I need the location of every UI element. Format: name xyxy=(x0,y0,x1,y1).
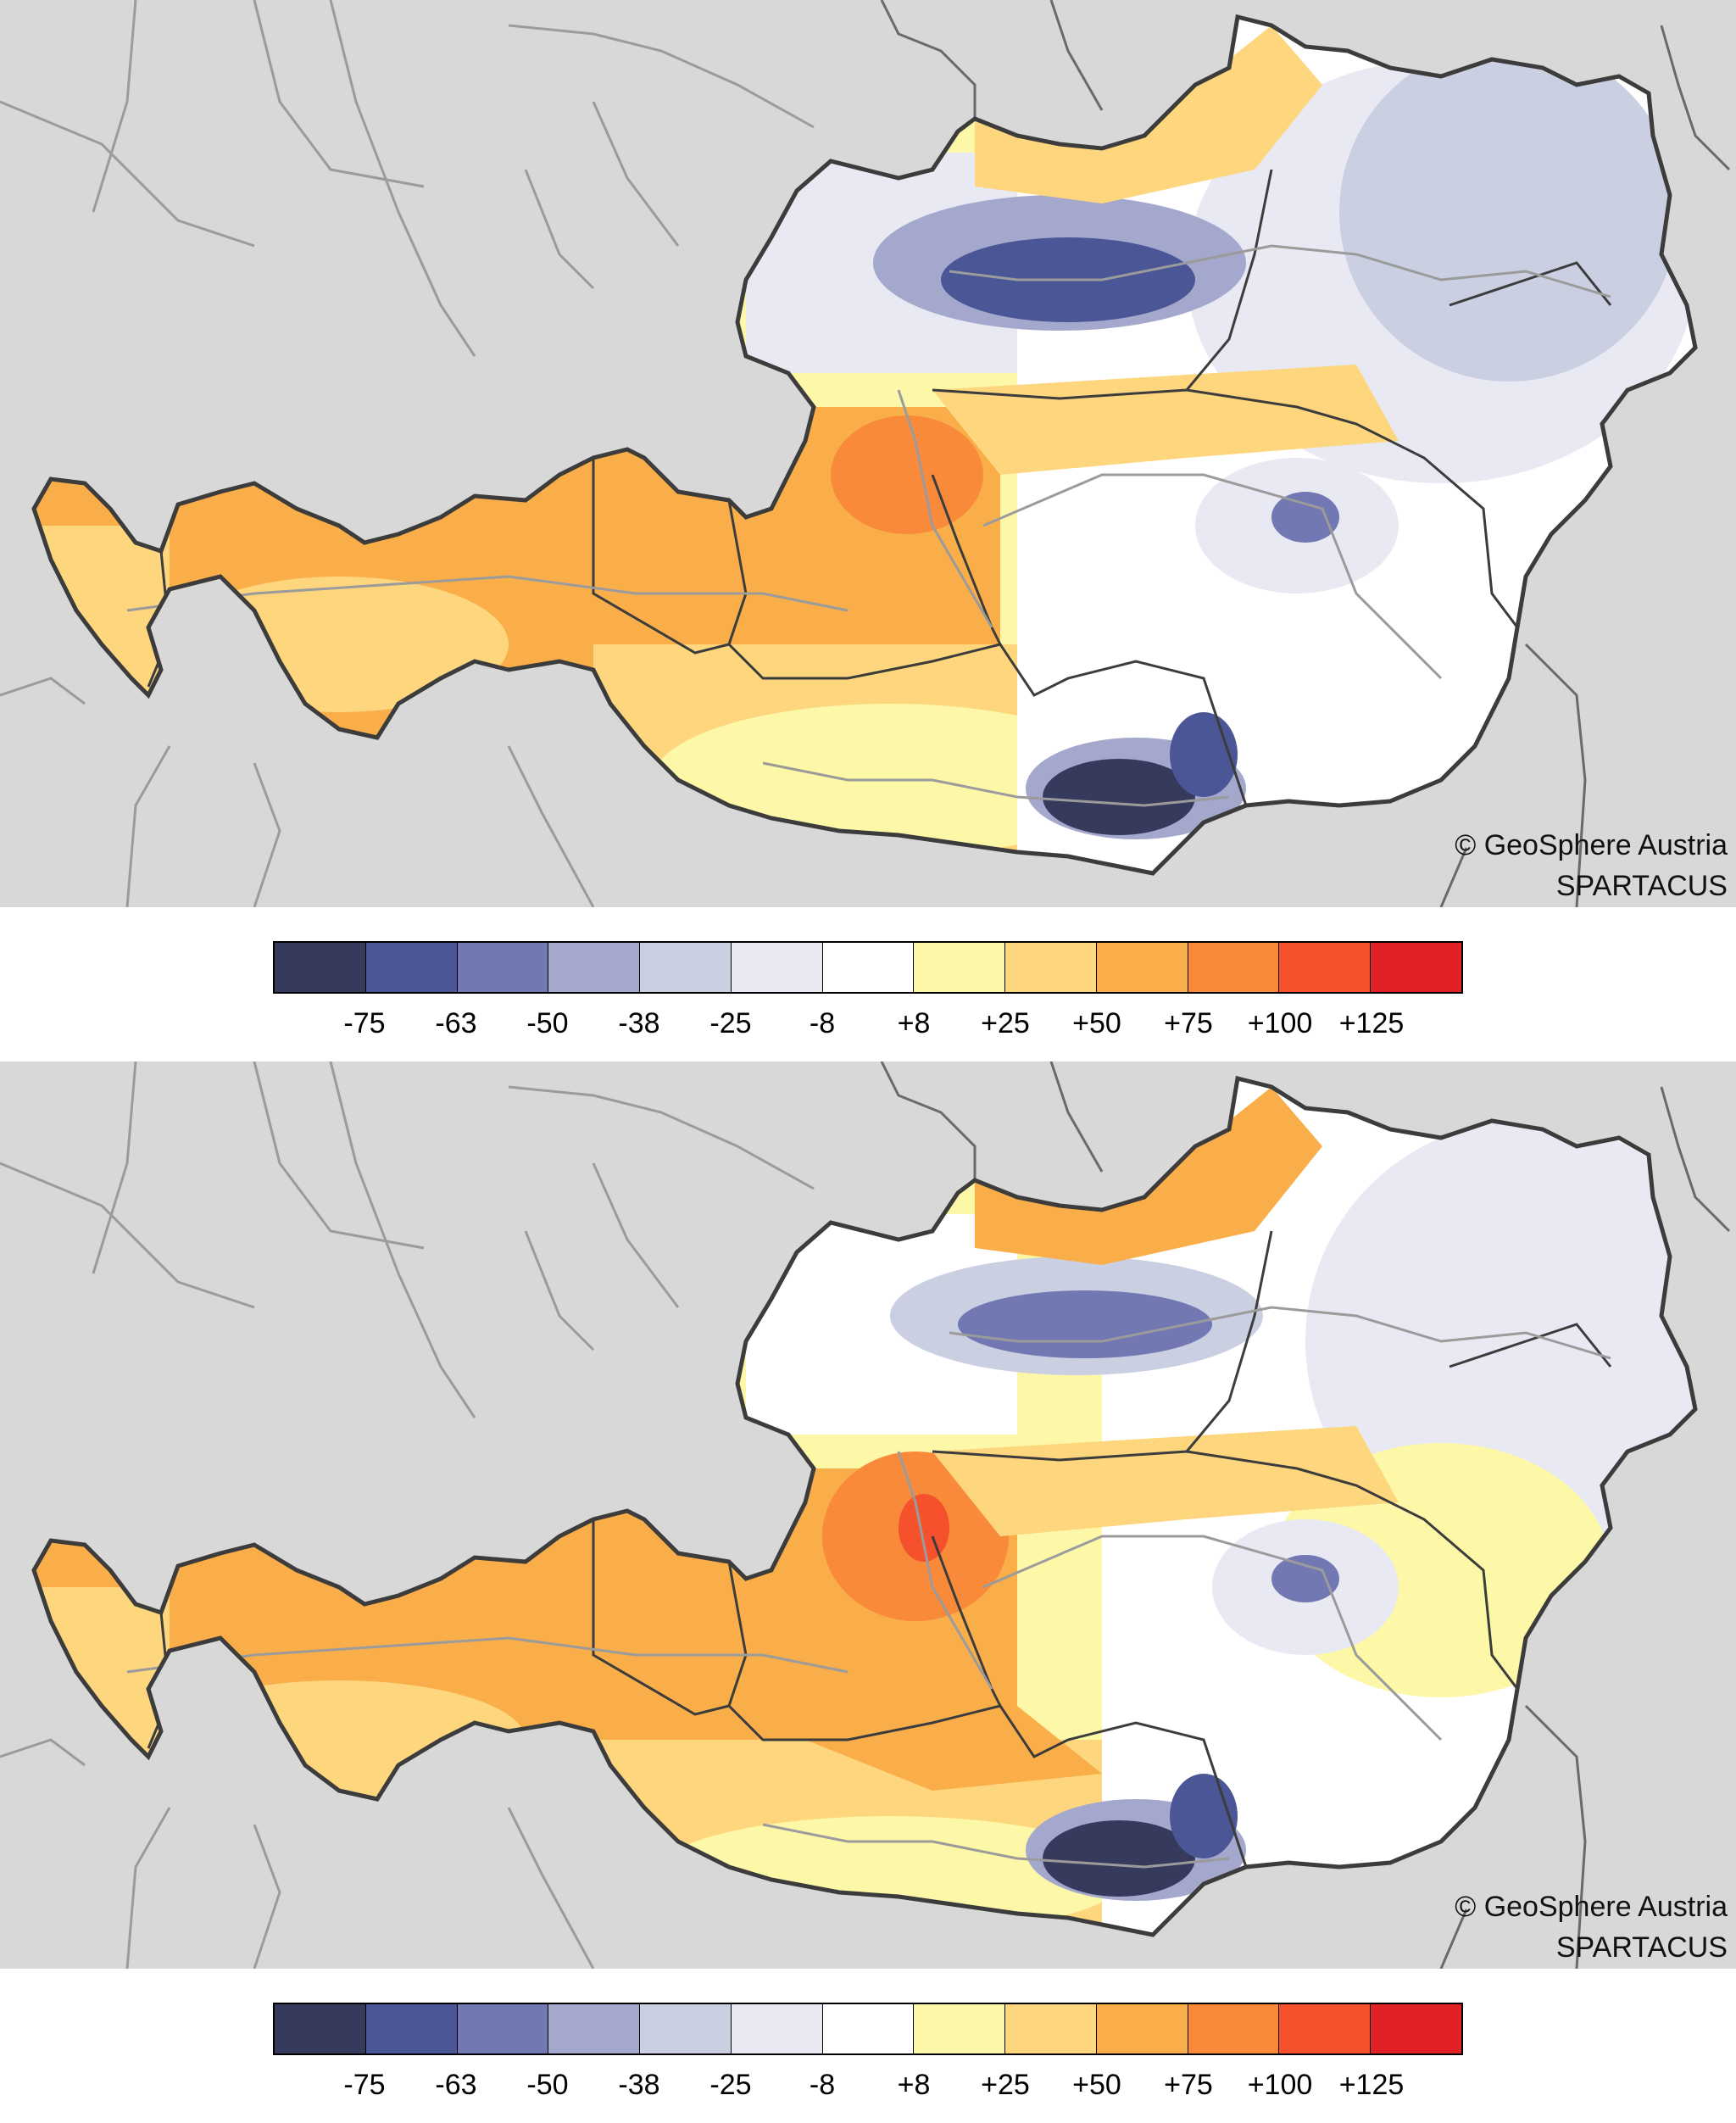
legend-tick-label: +25 xyxy=(981,2069,1030,2101)
legend-swatch xyxy=(1188,943,1280,992)
credit-line-geosphere: © GeoSphere Austria xyxy=(1455,1891,1728,1923)
legend-tick-labels: -75 -63 -50 -38 -25 -8 +8 +25 +50 +75 +100 +125 xyxy=(273,2069,1463,2106)
legend-swatch xyxy=(731,943,823,992)
map-credit-bottom: © GeoSphere Austria SPARTACUS xyxy=(1455,1892,1728,1962)
legend-swatch xyxy=(640,943,732,992)
legend-swatch xyxy=(548,943,641,992)
legend-tick-label: +75 xyxy=(1164,2069,1213,2101)
legend-tick-label: -8 xyxy=(809,1007,836,1039)
legend-swatch xyxy=(275,2004,366,2053)
legend-tick-label: -50 xyxy=(526,1007,569,1039)
legend-tick-label: -75 xyxy=(343,1007,386,1039)
legend-tick-label: +8 xyxy=(897,2069,931,2101)
legend-swatch xyxy=(457,2004,549,2053)
legend-tick-label: -50 xyxy=(526,2069,569,2101)
credit-line-spartacus: SPARTACUS xyxy=(1555,1931,1728,1964)
credit-line-spartacus: SPARTACUS xyxy=(1555,870,1728,902)
legend-swatch xyxy=(822,2004,915,2053)
legend-swatch xyxy=(1188,2004,1280,2053)
legend-swatch xyxy=(1096,2004,1188,2053)
legend-swatch xyxy=(1005,943,1097,992)
legend-swatch xyxy=(1005,2004,1097,2053)
map-panel-bottom: © GeoSphere Austria SPARTACUS xyxy=(0,1062,1736,1969)
legend-tick-label: +50 xyxy=(1072,2069,1121,2101)
map-credit-top: © GeoSphere Austria SPARTACUS xyxy=(1455,831,1728,900)
precip-anomaly-field-top xyxy=(34,17,1695,873)
legend-tick-label: +125 xyxy=(1338,2069,1405,2101)
legend-swatch xyxy=(457,943,549,992)
legend-tick-label: -63 xyxy=(435,2069,477,2101)
color-legend-top: -75 -63 -50 -38 -25 -8 +8 +25 +50 +75 +100 +125 xyxy=(0,907,1736,1060)
credit-line-geosphere: © GeoSphere Austria xyxy=(1455,829,1728,861)
legend-swatch xyxy=(731,2004,823,2053)
austria-map-top xyxy=(0,0,1731,907)
legend-tick-label: +100 xyxy=(1247,1007,1313,1039)
legend-swatch xyxy=(640,2004,732,2053)
legend-tick-label: +75 xyxy=(1164,1007,1213,1039)
legend-tick-label: -75 xyxy=(343,2069,386,2101)
legend-tick-label: -25 xyxy=(709,2069,752,2101)
legend-tick-label: -38 xyxy=(618,2069,660,2101)
legend-tick-label: -25 xyxy=(709,1007,752,1039)
legend-swatch xyxy=(1279,943,1372,992)
legend-swatch xyxy=(548,2004,641,2053)
legend-tick-label: +25 xyxy=(981,1007,1030,1039)
legend-swatch xyxy=(365,943,458,992)
legend-swatch xyxy=(822,943,915,992)
legend-tick-label: -63 xyxy=(435,1007,477,1039)
legend-tick-label: +125 xyxy=(1338,1007,1405,1039)
legend-tick-label: +8 xyxy=(897,1007,931,1039)
austria-map-bottom xyxy=(0,1062,1731,1969)
legend-tick-label: +50 xyxy=(1072,1007,1121,1039)
legend-tick-label: -8 xyxy=(809,2069,836,2101)
legend-swatch xyxy=(1279,2004,1372,2053)
legend-swatch xyxy=(275,943,366,992)
precip-anomaly-field-bottom xyxy=(34,1078,1695,1935)
legend-colorbar xyxy=(273,941,1463,994)
legend-tick-labels: -75 -63 -50 -38 -25 -8 +8 +25 +50 +75 +100 +125 xyxy=(273,1007,1463,1045)
legend-swatch xyxy=(1096,943,1188,992)
legend-tick-label: +100 xyxy=(1247,2069,1313,2101)
legend-colorbar xyxy=(273,2003,1463,2055)
map-panel-top: © GeoSphere Austria SPARTACUS xyxy=(0,0,1736,907)
legend-swatch xyxy=(914,2004,1006,2053)
legend-swatch xyxy=(1371,943,1461,992)
legend-tick-label: -38 xyxy=(618,1007,660,1039)
color-legend-bottom: -75 -63 -50 -38 -25 -8 +8 +25 +50 +75 +100 +125 xyxy=(0,1969,1736,2121)
legend-swatch xyxy=(914,943,1006,992)
legend-swatch xyxy=(1371,2004,1461,2053)
legend-swatch xyxy=(365,2004,458,2053)
